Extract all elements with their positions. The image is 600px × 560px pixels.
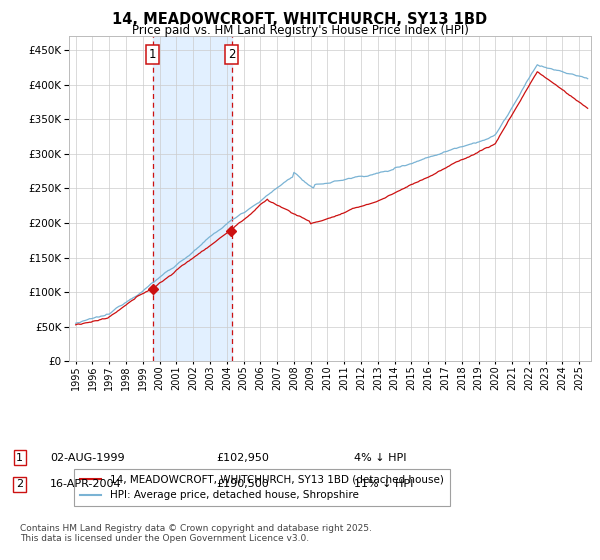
Text: 1: 1 (149, 48, 157, 61)
Legend: 14, MEADOWCROFT, WHITCHURCH, SY13 1BD (detached house), HPI: Average price, deta: 14, MEADOWCROFT, WHITCHURCH, SY13 1BD (d… (74, 469, 450, 506)
Text: 2: 2 (16, 479, 23, 489)
Text: Price paid vs. HM Land Registry's House Price Index (HPI): Price paid vs. HM Land Registry's House … (131, 24, 469, 36)
Text: 02-AUG-1999: 02-AUG-1999 (50, 452, 124, 463)
Text: 1: 1 (16, 452, 23, 463)
Text: 14, MEADOWCROFT, WHITCHURCH, SY13 1BD: 14, MEADOWCROFT, WHITCHURCH, SY13 1BD (112, 12, 488, 27)
Text: £190,500: £190,500 (216, 479, 269, 489)
Text: 2: 2 (228, 48, 235, 61)
Text: Contains HM Land Registry data © Crown copyright and database right 2025.
This d: Contains HM Land Registry data © Crown c… (20, 524, 371, 543)
Text: 16-APR-2004: 16-APR-2004 (50, 479, 121, 489)
Bar (152, 36, 232, 361)
Text: £102,950: £102,950 (216, 452, 269, 463)
Text: 11% ↓ HPI: 11% ↓ HPI (354, 479, 413, 489)
Text: 4% ↓ HPI: 4% ↓ HPI (354, 452, 407, 463)
